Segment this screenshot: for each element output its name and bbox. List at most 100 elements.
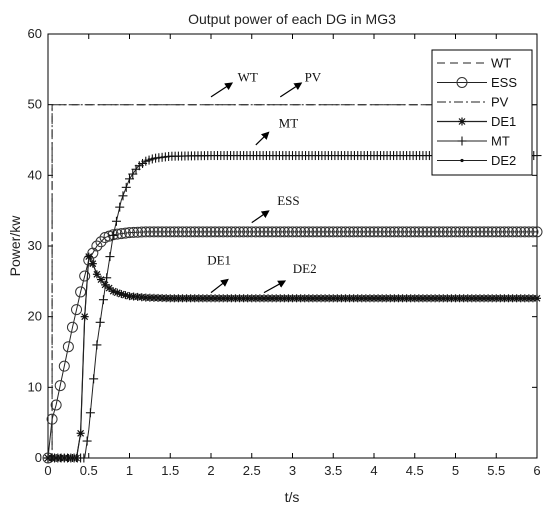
marker-de2 bbox=[523, 296, 527, 300]
marker-de2 bbox=[294, 296, 299, 300]
marker-mt bbox=[532, 151, 542, 161]
marker-de2 bbox=[168, 296, 172, 300]
marker-ess bbox=[364, 226, 376, 238]
marker-ess bbox=[140, 226, 152, 238]
marker-ess bbox=[156, 226, 168, 238]
marker-de2 bbox=[347, 296, 352, 300]
marker-de2 bbox=[445, 296, 449, 300]
marker-de2 bbox=[87, 255, 91, 259]
marker-de2 bbox=[286, 296, 291, 300]
marker-ess bbox=[160, 226, 172, 238]
marker-ess bbox=[250, 226, 262, 238]
marker-de2 bbox=[311, 296, 315, 300]
marker-de2 bbox=[136, 295, 140, 299]
marker-de2 bbox=[356, 296, 360, 300]
marker-ess bbox=[339, 226, 351, 238]
marker-de2 bbox=[201, 296, 205, 300]
marker-de2 bbox=[307, 296, 311, 300]
marker-de2 bbox=[474, 296, 478, 300]
marker-ess bbox=[95, 236, 107, 248]
marker-ess bbox=[405, 226, 417, 238]
marker-de2 bbox=[352, 296, 356, 300]
marker-de2 bbox=[233, 296, 238, 300]
x-tick-label: 1 bbox=[126, 463, 133, 478]
marker-ess bbox=[221, 226, 233, 238]
marker-ess bbox=[213, 226, 225, 238]
marker-de2 bbox=[205, 296, 209, 300]
annotation-label: ESS bbox=[277, 193, 299, 208]
marker-mt bbox=[121, 182, 131, 192]
y-axis-label: Power/kw bbox=[7, 215, 23, 277]
marker-ess bbox=[71, 304, 83, 316]
marker-de2 bbox=[262, 296, 266, 300]
marker-ess bbox=[454, 226, 466, 238]
marker-ess bbox=[368, 226, 380, 238]
marker-de2 bbox=[388, 296, 392, 300]
marker-de2 bbox=[127, 294, 132, 298]
marker-mt bbox=[82, 436, 92, 446]
marker-de2 bbox=[282, 296, 286, 300]
annotation-mt: MT bbox=[255, 115, 299, 146]
marker-de2 bbox=[58, 456, 62, 460]
marker-ess bbox=[384, 226, 396, 238]
marker-ess bbox=[380, 226, 392, 238]
marker-de2 bbox=[209, 296, 213, 300]
marker-ess bbox=[299, 226, 311, 238]
x-tick-label: 0 bbox=[44, 463, 51, 478]
marker-de2 bbox=[91, 262, 95, 266]
marker-ess bbox=[75, 286, 87, 298]
annotation-label: MT bbox=[279, 115, 299, 130]
marker-de2 bbox=[364, 296, 368, 300]
marker-de2 bbox=[131, 294, 136, 299]
marker-ess bbox=[413, 226, 425, 238]
marker-de2 bbox=[160, 296, 164, 300]
annotation-de2: DE2 bbox=[263, 261, 317, 294]
marker-de2 bbox=[376, 296, 380, 300]
series-ess bbox=[42, 226, 543, 464]
marker-de2 bbox=[400, 296, 405, 300]
marker-de2 bbox=[315, 296, 319, 300]
marker-ess bbox=[429, 226, 441, 238]
marker-ess bbox=[523, 226, 535, 238]
marker-ess bbox=[164, 226, 176, 238]
marker-ess bbox=[291, 226, 303, 238]
x-tick-label: 3.5 bbox=[324, 463, 342, 478]
annotation-label: DE1 bbox=[207, 252, 231, 267]
marker-ess bbox=[401, 226, 413, 238]
marker-de2 bbox=[335, 296, 339, 300]
marker-ess bbox=[189, 226, 201, 238]
x-axis-label: t/s bbox=[285, 489, 300, 505]
marker-de2 bbox=[490, 296, 494, 300]
marker-de2 bbox=[246, 296, 250, 300]
annotation-arrow bbox=[255, 131, 270, 146]
marker-de2 bbox=[144, 295, 148, 300]
marker-de2 bbox=[360, 296, 364, 300]
marker-de2 bbox=[425, 296, 429, 300]
marker-ess bbox=[323, 226, 335, 238]
x-tick-label: 0.5 bbox=[80, 463, 98, 478]
marker-de2 bbox=[254, 296, 258, 300]
marker-de2 bbox=[54, 456, 58, 460]
marker-ess bbox=[450, 226, 461, 238]
legend-label: WT bbox=[491, 56, 511, 71]
marker-ess bbox=[229, 226, 241, 238]
marker-ess bbox=[327, 226, 339, 238]
marker-ess bbox=[54, 380, 66, 392]
annotation-ess: ESS bbox=[251, 193, 300, 224]
marker-ess bbox=[124, 227, 135, 239]
annotation-layer: WT PV MT ESS DE1 DE2 bbox=[207, 69, 322, 294]
marker-de2 bbox=[266, 296, 270, 300]
legend-label: DE1 bbox=[491, 114, 516, 129]
marker-de2 bbox=[99, 277, 103, 282]
legend-item-mt: MT bbox=[437, 134, 510, 149]
marker-de2 bbox=[421, 296, 425, 300]
marker-de2 bbox=[115, 291, 119, 295]
marker-ess bbox=[352, 226, 364, 238]
y-tick-label: 40 bbox=[28, 167, 42, 182]
chart-title: Output power of each DG in MG3 bbox=[188, 11, 396, 27]
marker-ess bbox=[197, 226, 209, 238]
marker-de2 bbox=[515, 296, 519, 300]
marker-ess bbox=[46, 413, 58, 425]
marker-de2 bbox=[66, 456, 70, 460]
marker-ess bbox=[417, 226, 429, 238]
